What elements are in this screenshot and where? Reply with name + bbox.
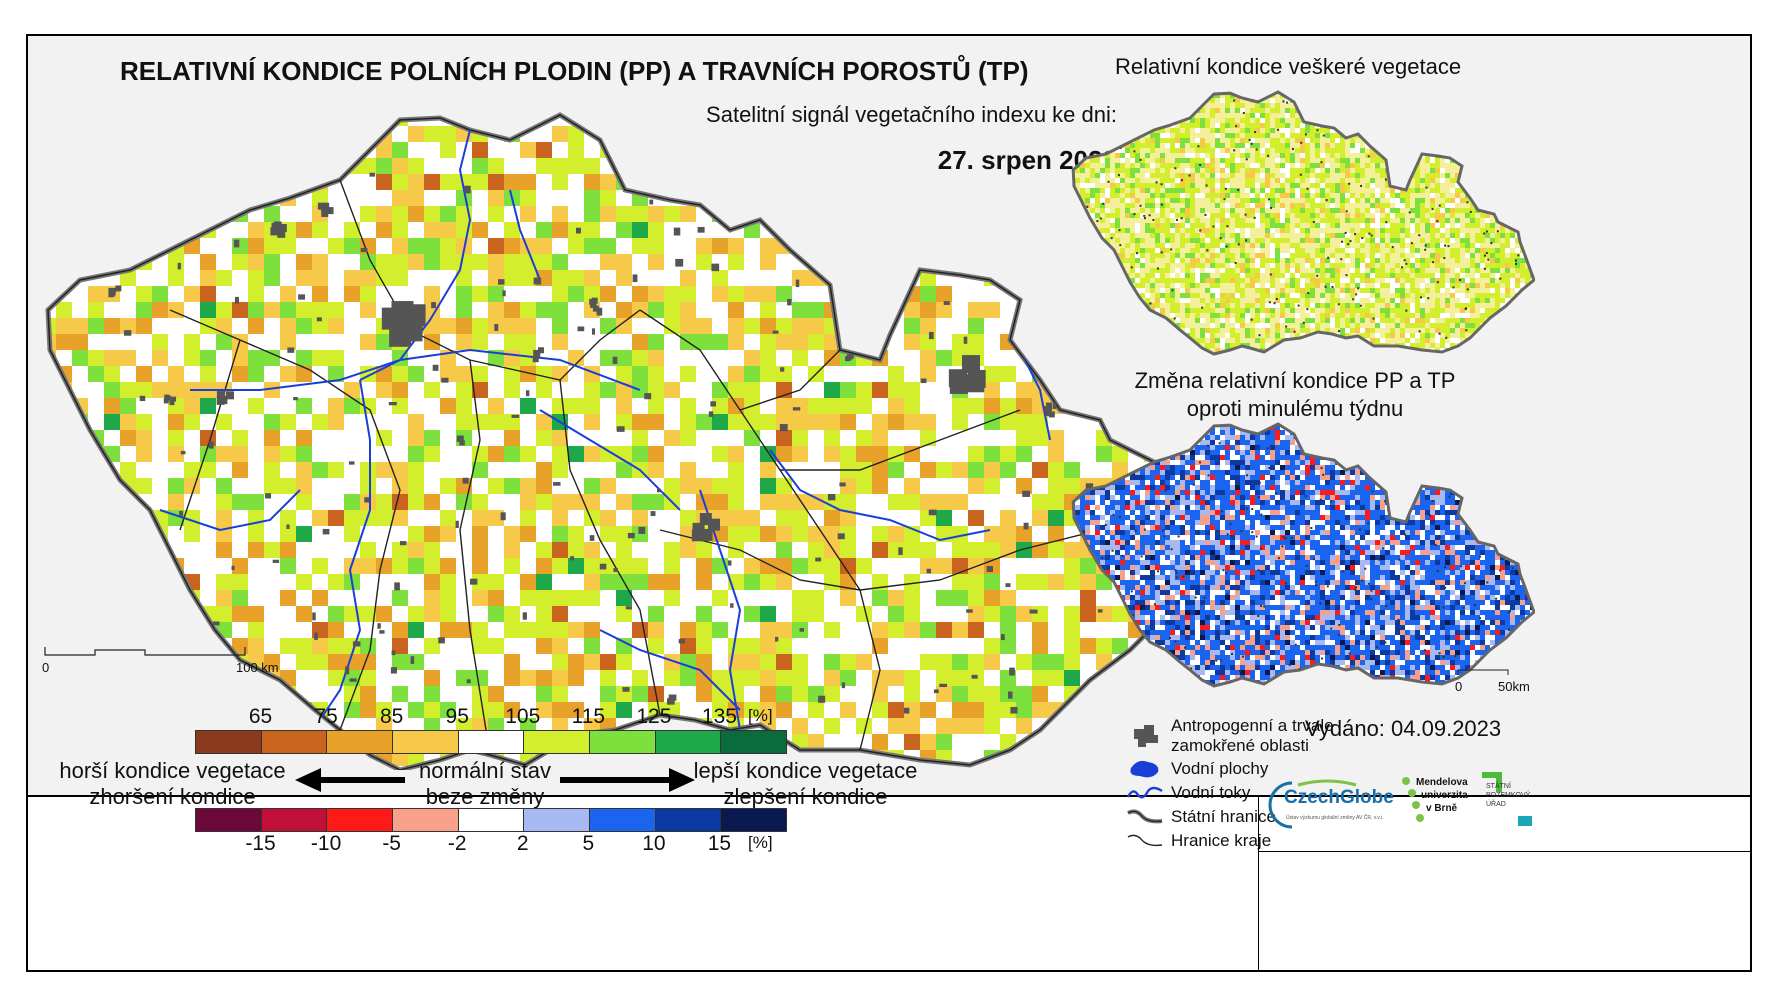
colorbar-swatch — [196, 809, 262, 831]
page-title: RELATIVNÍ KONDICE POLNÍCH PLODIN (PP) A … — [120, 56, 1029, 86]
legend-region-border: Hranice kraje — [1125, 828, 1271, 854]
divider — [1258, 797, 1259, 970]
state-border-icon — [1125, 804, 1165, 830]
water-body-icon — [1125, 756, 1165, 782]
inset-top-title: Relativní kondice veškeré vegetace — [1115, 54, 1462, 79]
colorbar-swatch — [721, 809, 787, 831]
region-border-icon — [1125, 828, 1165, 854]
colorbar-swatch — [196, 731, 262, 753]
urban-areas — [108, 170, 1103, 714]
urban-area-icon — [1125, 723, 1165, 749]
state-land-office-logo: STÁTNÍ POZEMKOVÝ ÚŘAD — [1482, 772, 1542, 832]
inset-change-map — [1071, 422, 1535, 688]
czechglobe-logo: CzechGlobe Ústav výzkumu globální změny … — [1268, 775, 1408, 835]
colorbar-swatch — [655, 809, 722, 831]
colorbar-swatch — [327, 809, 394, 831]
condition-ticks: 65 75 85 95 105 115 125 135 — [195, 705, 785, 729]
colorbar-tick-label: 115 — [571, 705, 606, 728]
inset-scale-end: 50km — [1498, 679, 1530, 694]
colorbar-tick-label: 135 — [701, 705, 737, 728]
issued-date: Vydáno: 04.09.2023 — [1305, 716, 1502, 741]
vegetation-raster — [1073, 92, 1534, 354]
colorbar-swatch — [458, 731, 525, 753]
legend-state-border: Státní hranice — [1125, 804, 1276, 830]
colorbar-swatch — [327, 731, 394, 753]
normal-state-text: normální stav — [418, 758, 552, 783]
right-arrow-icon — [560, 768, 695, 792]
worse-condition-text: horší kondice vegetace lepší kondice veg… — [59, 758, 286, 783]
arrow-graphic — [295, 768, 695, 792]
legend-water-bodies: Vodní plochy — [1125, 756, 1268, 782]
colorbar-tick-label: 15 — [707, 832, 732, 855]
no-change-text: beze změny — [425, 784, 545, 809]
colorbar-swatch — [721, 731, 787, 753]
inset-bottom-title-line2: oproti minulému týdnu — [1186, 396, 1404, 421]
colorbar-swatch — [524, 809, 591, 831]
condition-raster — [48, 115, 1190, 770]
colorbar-swatch — [393, 809, 459, 831]
colorbar-tick-label: -2 — [447, 832, 467, 855]
worse-change-text: zhoršení kondice — [89, 784, 256, 809]
condition-unit: [%] — [748, 706, 773, 725]
colorbar-tick-label: 75 — [314, 705, 338, 728]
change-ticks: -15 -10 -5 -2 2 5 10 15 — [195, 832, 785, 856]
colorbar-tick-label: 10 — [642, 832, 666, 855]
better-condition-text: lepší kondice vegetace — [693, 758, 918, 783]
colorbar-tick-label: 2 — [516, 832, 529, 855]
divider — [1258, 851, 1750, 852]
colorbar-swatch — [458, 809, 525, 831]
page-subtitle: Satelitní signál vegetačního indexu ke d… — [706, 102, 1117, 127]
region-borders — [169, 179, 1180, 756]
legend-rivers: Vodní toky — [1125, 780, 1250, 806]
colorbar-tick-label: -5 — [382, 832, 401, 855]
scale-start-label: 0 — [42, 660, 50, 675]
legend-urban: Antropogenní a trvale zamokřené oblasti — [1125, 716, 1334, 756]
inset-vegetation-map — [1071, 90, 1535, 356]
colorbar-tick-label: 95 — [445, 705, 469, 728]
change-unit: [%] — [748, 833, 773, 852]
colorbar-tick-label: 5 — [582, 832, 595, 855]
change-raster — [1073, 424, 1534, 686]
colorbar-tick-label: 105 — [505, 705, 541, 728]
scale-end-label: 100 km — [236, 660, 279, 675]
change-colorbar — [195, 808, 787, 832]
colorbar-swatch — [590, 731, 656, 753]
inset-scale-start: 0 — [1455, 679, 1463, 694]
colorbar-tick-label: 65 — [248, 705, 273, 728]
condition-colorbar — [195, 730, 787, 754]
colorbar-swatch — [261, 809, 328, 831]
river-icon — [1125, 780, 1165, 806]
inset-bottom-title-line1: Změna relativní kondice PP a TP — [1134, 368, 1456, 393]
colorbar-swatch — [261, 731, 328, 753]
colorbar-tick-label: -15 — [245, 832, 276, 855]
colorbar-swatch — [590, 809, 656, 831]
scale-bar — [44, 647, 246, 656]
left-arrow-icon — [295, 768, 405, 792]
colorbar-swatch — [524, 731, 591, 753]
main-map — [44, 110, 1190, 770]
better-change-text: zlepšení kondice — [723, 784, 888, 809]
colorbar-tick-label: 85 — [379, 705, 404, 728]
mendel-university-logo: Mendelova univerzita v Brně — [1400, 775, 1475, 830]
colorbar-swatch — [655, 731, 722, 753]
colorbar-tick-label: 125 — [636, 705, 672, 728]
colorbar-tick-label: -10 — [310, 832, 342, 855]
colorbar-swatch — [393, 731, 459, 753]
